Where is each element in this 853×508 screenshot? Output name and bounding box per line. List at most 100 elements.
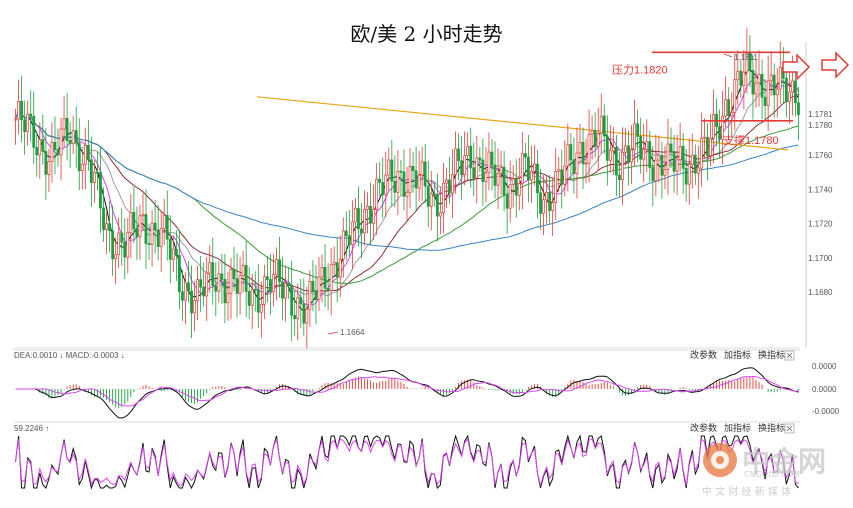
candle-body <box>548 192 552 211</box>
candle <box>96 151 99 191</box>
candle-body <box>38 139 42 156</box>
kdj-close-icon[interactable] <box>784 423 795 434</box>
candle-body <box>226 292 230 304</box>
candle-body <box>572 159 576 175</box>
candle-body <box>50 141 54 162</box>
macd-button[interactable]: 加指标 <box>724 349 751 360</box>
candle-body <box>378 178 382 183</box>
candle <box>311 259 315 312</box>
candle-body <box>308 280 312 310</box>
candle <box>445 167 448 208</box>
candle-body <box>223 279 227 304</box>
candle-body <box>526 156 530 181</box>
candle <box>778 41 782 104</box>
candle-body <box>463 155 467 175</box>
candle-body <box>681 146 685 169</box>
candle-body <box>62 117 66 130</box>
close-cross <box>786 425 793 432</box>
candle-body <box>150 222 154 245</box>
candle <box>244 241 248 317</box>
candle <box>41 114 45 165</box>
y-tick-label: 1.1740 <box>808 185 833 194</box>
candle-body <box>396 170 400 193</box>
candle <box>262 264 266 320</box>
candle <box>505 169 509 234</box>
candle <box>718 109 721 159</box>
candle <box>344 211 348 261</box>
candle <box>432 181 436 207</box>
candle-body <box>730 112 734 117</box>
candle-body <box>596 132 600 147</box>
candle <box>499 150 503 196</box>
candle <box>159 211 163 273</box>
candle <box>65 92 69 161</box>
candle-body <box>17 101 20 120</box>
kdj-button[interactable]: 换指标 <box>758 422 785 433</box>
macd-y-tick-label: 0.0000 <box>812 362 837 371</box>
candle-body <box>23 119 27 133</box>
candle <box>108 200 111 253</box>
candle-body <box>736 70 740 81</box>
candle <box>687 138 691 205</box>
candle-body <box>299 297 303 305</box>
candle <box>663 145 667 190</box>
candle <box>238 257 242 315</box>
candle <box>639 117 643 174</box>
candle <box>44 128 48 200</box>
candle-body <box>445 179 448 184</box>
candle-body <box>435 194 439 217</box>
candle-body <box>47 161 51 175</box>
macd-button[interactable]: 换指标 <box>758 349 785 360</box>
candle <box>77 118 81 191</box>
candle <box>74 106 78 168</box>
candle <box>466 131 470 181</box>
candle <box>651 145 655 207</box>
kdj-button[interactable]: 改参数 <box>690 422 717 433</box>
candle-body <box>372 209 376 224</box>
candle-body <box>132 211 136 230</box>
candle <box>475 135 479 204</box>
candle <box>132 186 136 244</box>
candle-body <box>520 153 524 184</box>
candle-body <box>235 278 239 294</box>
candle-body <box>387 159 391 176</box>
candle <box>511 165 515 208</box>
candle-body <box>642 148 646 160</box>
candle-body <box>332 262 336 266</box>
candle <box>508 160 512 223</box>
candle <box>611 126 615 175</box>
candle-body <box>709 137 712 157</box>
candle-body <box>599 115 603 134</box>
candle <box>278 236 281 298</box>
candle-body <box>590 130 594 135</box>
candle <box>690 133 694 189</box>
candle <box>165 190 169 261</box>
candle-body <box>557 169 561 172</box>
candle <box>751 55 755 120</box>
candle-body <box>44 151 48 175</box>
candle <box>514 159 518 218</box>
candle-body <box>363 209 366 234</box>
candle-body <box>77 142 81 172</box>
watermark-domain: CNGOLD.COM <box>744 470 801 479</box>
candle-body <box>663 169 667 176</box>
candle-body <box>290 284 294 316</box>
candle <box>748 35 752 88</box>
candle <box>578 124 582 164</box>
candle <box>763 79 767 122</box>
candle-body <box>193 300 196 314</box>
watermark-logo: 中金网 CNGOLD.COM 中 文 财 经 新 媒 体 <box>700 438 850 498</box>
candle-body <box>114 254 118 260</box>
y-tick-label: 1.1720 <box>808 220 833 229</box>
candle <box>627 130 630 186</box>
candle-body <box>432 193 436 196</box>
candle-body <box>269 279 272 293</box>
candle-body <box>53 141 57 151</box>
kdj-button[interactable]: 加指标 <box>724 422 751 433</box>
macd-button[interactable]: 改参数 <box>690 349 717 360</box>
candle <box>502 150 506 212</box>
candle-body <box>621 152 624 181</box>
candle-body <box>241 265 245 277</box>
candle <box>141 193 145 231</box>
macd-close-icon[interactable] <box>784 350 795 361</box>
